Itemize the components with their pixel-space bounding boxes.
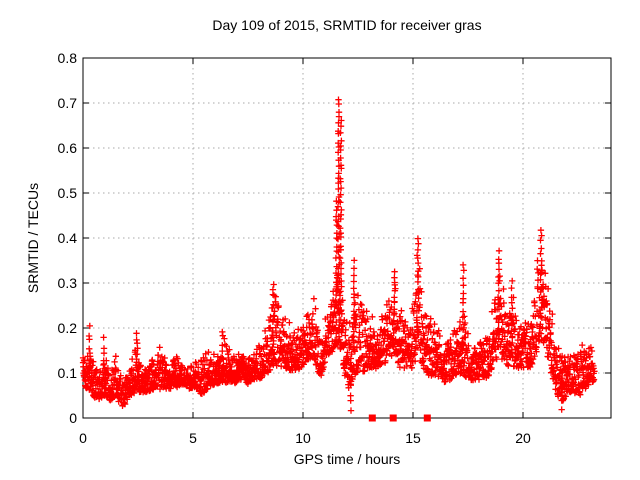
svg-text:0.3: 0.3 [58,275,78,291]
svg-text:0.5: 0.5 [58,185,78,201]
svg-text:0.4: 0.4 [58,230,78,246]
svg-text:10: 10 [295,430,311,446]
svg-text:0.2: 0.2 [58,320,78,336]
chart-title: Day 109 of 2015, SRMTID for receiver gra… [212,17,481,33]
zero-flag-markers [368,414,431,422]
x-axis-label: GPS time / hours [294,451,401,467]
svg-text:0.8: 0.8 [58,50,78,66]
svg-text:15: 15 [405,430,421,446]
svg-text:0.1: 0.1 [58,365,78,381]
svg-text:0: 0 [79,430,87,446]
svg-text:0.6: 0.6 [58,140,78,156]
svg-text:20: 20 [515,430,531,446]
axis-ticks [82,57,611,419]
svg-text:0.7: 0.7 [58,95,78,111]
svg-text:5: 5 [189,430,197,446]
tick-labels: 0 5 10 15 20 0 0.1 0.2 0.3 0.4 0.5 0.6 0.7 0.8 [58,50,531,446]
y-axis-label: SRMTID / TECUs [25,183,41,293]
grid-lines [83,58,611,418]
scatter-points [79,96,598,414]
svg-text:0: 0 [69,410,77,426]
